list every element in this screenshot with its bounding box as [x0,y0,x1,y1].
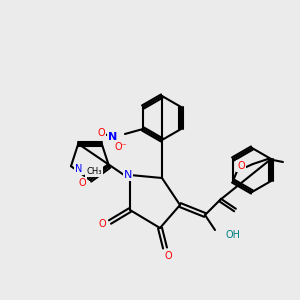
Text: OH: OH [225,230,240,240]
Text: O: O [237,161,245,171]
Text: N: N [75,164,83,174]
Text: O⁻: O⁻ [115,142,127,152]
Text: O: O [97,128,105,138]
Text: O: O [164,251,172,261]
Text: O: O [78,178,86,188]
Text: N: N [108,132,118,142]
Text: O: O [98,219,106,229]
Text: N: N [124,170,132,180]
Text: CH₃: CH₃ [86,167,102,176]
